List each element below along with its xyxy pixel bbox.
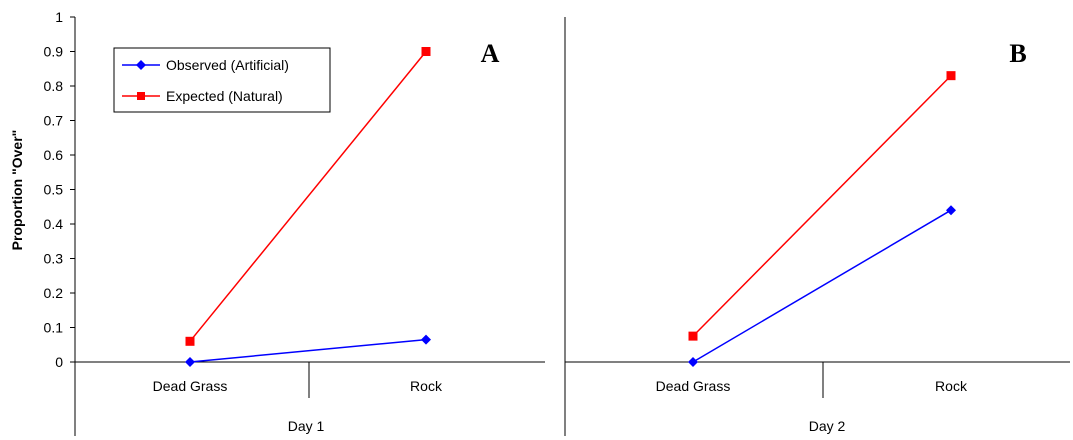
y-tick-label: 0.8 (44, 78, 64, 94)
category-label: Rock (935, 378, 968, 394)
series-line-expected (189, 51, 427, 342)
panel-b: Dead Grass Rock Day 2 B (564, 17, 1070, 436)
category-label: Dead Grass (153, 378, 228, 394)
y-tick-label: 0.3 (44, 251, 64, 267)
data-point-expected (946, 71, 956, 81)
y-axis: 0 0.1 0.2 0.3 0.4 0.5 0.6 0.7 0.8 0.9 1 (44, 9, 75, 370)
y-tick-label: 0.9 (44, 44, 64, 60)
data-point-expected (185, 336, 195, 346)
y-tick-label: 0.7 (44, 113, 64, 129)
y-tick-label: 0 (55, 354, 63, 370)
legend-box (113, 47, 331, 113)
series-line-observed (692, 209, 952, 363)
category-label: Rock (410, 378, 443, 394)
y-tick-label: 1 (55, 9, 63, 25)
group-label: Day 1 (288, 418, 325, 434)
data-point-expected (421, 47, 431, 56)
panel-a: Dead Grass Rock Day 1 A (74, 17, 545, 436)
series-line-expected (692, 75, 952, 337)
y-tick-label: 0.6 (44, 147, 64, 163)
panel-label: A (481, 39, 500, 68)
y-tick-label: 0.1 (44, 320, 64, 336)
data-point-observed (946, 205, 956, 216)
y-axis-label: Proportion "Over" (9, 130, 25, 251)
data-point-observed (688, 357, 698, 367)
legend-expected-marker (137, 92, 145, 100)
data-point-observed (421, 334, 431, 345)
y-tick-label: 0.5 (44, 182, 64, 198)
series-line-observed (189, 338, 427, 363)
legend: Observed (Artificial) Expected (Natural) (113, 47, 331, 113)
y-tick-label: 0.2 (44, 285, 64, 301)
category-label: Dead Grass (656, 378, 731, 394)
data-point-observed (185, 357, 195, 367)
y-tick-label: 0.4 (44, 216, 64, 232)
data-point-expected (688, 331, 698, 341)
legend-expected-label: Expected (Natural) (166, 88, 283, 104)
legend-observed-marker (136, 60, 146, 70)
chart-panels: Dead Grass Rock Day 1 A Dead Grass Rock Day 2 B (74, 17, 1070, 436)
panel-label: B (1009, 39, 1026, 68)
legend-observed-label: Observed (Artificial) (166, 57, 289, 73)
group-label: Day 2 (809, 418, 846, 434)
